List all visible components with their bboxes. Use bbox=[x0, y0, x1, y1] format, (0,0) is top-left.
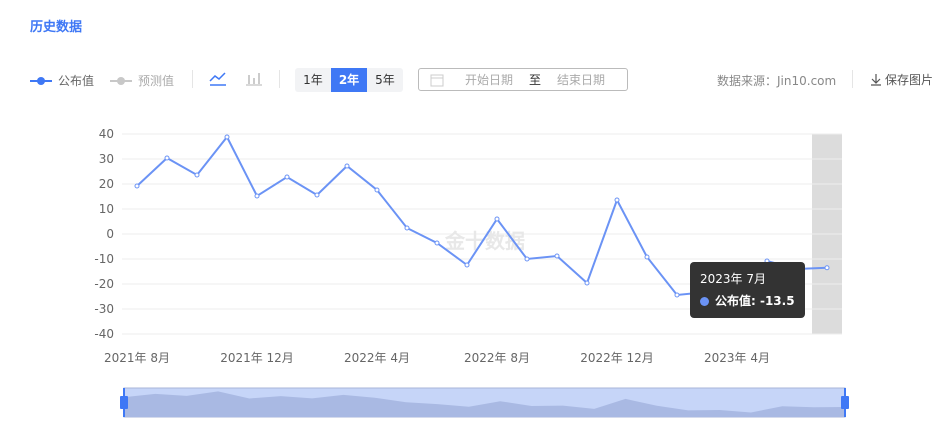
x-tick-label: 2022年 12月 bbox=[580, 351, 654, 365]
save-label: 保存图片 bbox=[885, 73, 934, 87]
legend-label: 公布值 bbox=[58, 74, 95, 88]
range-5y-button[interactable]: 5年 bbox=[375, 73, 395, 87]
data-point[interactable] bbox=[374, 187, 380, 193]
line-chart-icon[interactable] bbox=[209, 70, 227, 86]
data-point[interactable] bbox=[674, 292, 680, 298]
y-tick-label: 30 bbox=[99, 152, 114, 166]
save-image-button[interactable]: 保存图片 bbox=[870, 71, 933, 88]
navigator-area bbox=[124, 391, 845, 417]
divider bbox=[192, 70, 193, 88]
tooltip-title: 2023年 7月 bbox=[700, 272, 766, 286]
data-point[interactable] bbox=[314, 192, 320, 198]
range-2y-button[interactable]: 2年 bbox=[331, 68, 367, 92]
navigator[interactable] bbox=[120, 387, 849, 418]
data-point[interactable] bbox=[464, 262, 470, 268]
page-title: 历史数据 bbox=[30, 20, 83, 35]
data-point[interactable] bbox=[524, 256, 530, 262]
y-tick-label: 10 bbox=[99, 202, 114, 216]
x-tick-label: 2022年 4月 bbox=[344, 351, 410, 365]
data-point[interactable] bbox=[224, 134, 230, 140]
navigator-right-handle[interactable] bbox=[841, 396, 849, 409]
date-separator: 至 bbox=[528, 73, 541, 87]
data-point[interactable] bbox=[614, 197, 620, 203]
range-selector: 1年 2年 5年 bbox=[295, 68, 403, 92]
data-point[interactable] bbox=[404, 225, 410, 231]
calendar-icon bbox=[430, 74, 444, 86]
data-point[interactable] bbox=[164, 155, 170, 161]
data-point[interactable] bbox=[554, 253, 560, 259]
y-tick-label: -20 bbox=[94, 277, 114, 291]
bar-chart-icon[interactable] bbox=[245, 70, 263, 86]
data-source: 数据来源：Jin10.com bbox=[717, 74, 837, 88]
y-tick-label: 20 bbox=[99, 177, 114, 191]
data-point[interactable] bbox=[284, 174, 290, 180]
data-point[interactable] bbox=[194, 172, 200, 178]
legend-line-icon bbox=[30, 76, 52, 85]
data-point[interactable] bbox=[344, 163, 350, 169]
legend-line-icon bbox=[110, 76, 132, 85]
legend-label: 预测值 bbox=[138, 74, 175, 88]
data-point[interactable] bbox=[584, 280, 590, 286]
watermark: 金十数据 bbox=[444, 229, 525, 253]
navigator-left-handle[interactable] bbox=[120, 396, 128, 409]
data-point[interactable] bbox=[824, 265, 830, 271]
x-tick-label: 2021年 12月 bbox=[220, 351, 294, 365]
data-point[interactable] bbox=[644, 254, 650, 260]
range-1y-button[interactable]: 1年 bbox=[303, 73, 323, 87]
legend-forecast[interactable]: 预测值 bbox=[110, 72, 174, 89]
toolbar: 公布值 预测值 1年 2年 5年 开始日期 至 结束日期 数据来源：Jin10.… bbox=[0, 68, 951, 92]
x-tick-label: 2023年 4月 bbox=[704, 351, 770, 365]
end-date-input[interactable]: 结束日期 bbox=[556, 73, 605, 87]
x-tick-label: 2021年 8月 bbox=[104, 351, 170, 365]
download-icon bbox=[871, 74, 881, 86]
divider bbox=[279, 70, 280, 88]
data-point[interactable] bbox=[494, 216, 500, 222]
divider bbox=[852, 70, 853, 88]
start-date-input[interactable]: 开始日期 bbox=[464, 73, 513, 87]
data-point[interactable] bbox=[434, 240, 440, 246]
y-tick-label: 0 bbox=[106, 227, 114, 241]
tooltip: 2023年 7月 公布值: -13.5 bbox=[690, 262, 805, 318]
y-tick-label: -10 bbox=[94, 252, 114, 266]
legend-published[interactable]: 公布值 bbox=[30, 72, 94, 89]
data-point[interactable] bbox=[254, 193, 260, 199]
date-range-picker[interactable]: 开始日期 至 结束日期 bbox=[418, 68, 628, 91]
y-tick-label: 40 bbox=[99, 127, 114, 141]
tooltip-value: 公布值: -13.5 bbox=[715, 294, 795, 308]
series-dot-icon bbox=[700, 296, 709, 306]
data-point[interactable] bbox=[134, 183, 140, 189]
y-tick-label: -40 bbox=[94, 327, 114, 341]
y-tick-label: -30 bbox=[94, 302, 114, 316]
x-tick-label: 2022年 8月 bbox=[464, 351, 530, 365]
